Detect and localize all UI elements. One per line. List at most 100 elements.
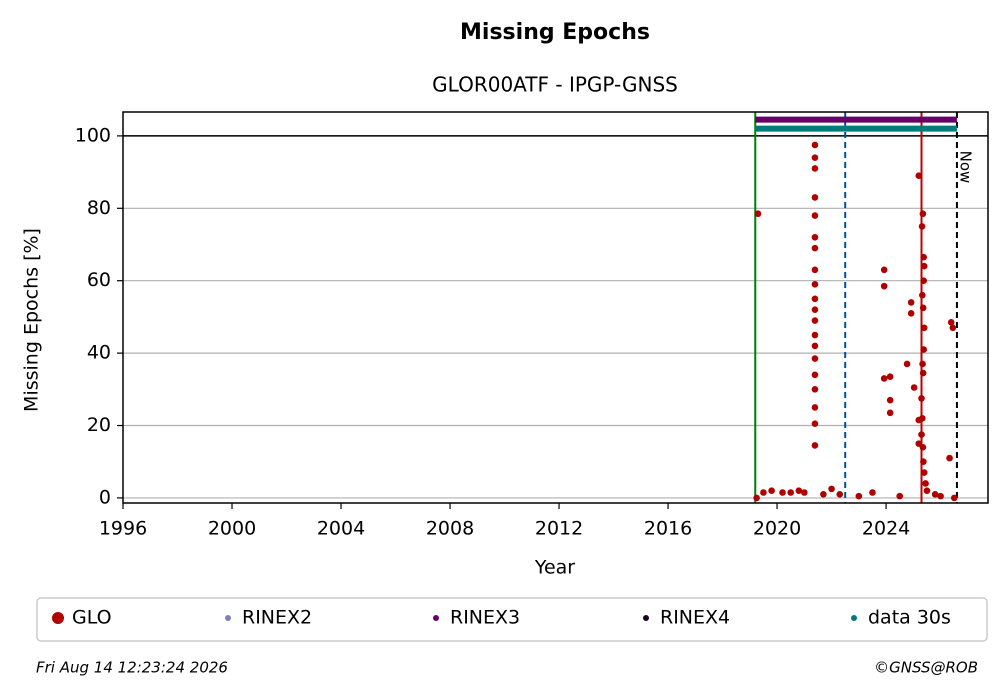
data-point [918, 431, 925, 438]
data-point [907, 299, 915, 306]
data-point [811, 212, 819, 219]
legend-marker [851, 615, 857, 621]
data-point [950, 494, 958, 502]
data-point [811, 295, 819, 303]
x-tick-label: 2008 [426, 518, 474, 540]
data-point [886, 373, 894, 380]
x-tick-label: 2024 [862, 518, 910, 540]
data-point [787, 489, 794, 496]
data-point [922, 480, 929, 487]
data-point [811, 165, 819, 172]
y-tick-label: 60 [87, 269, 111, 291]
legend-marker [643, 615, 649, 621]
data-point [811, 442, 819, 449]
data-point [919, 443, 927, 451]
data-point [947, 319, 955, 326]
data-point [880, 266, 888, 274]
data-point [869, 489, 876, 496]
x-tick-label: 2000 [208, 518, 256, 540]
data-point [820, 491, 827, 498]
data-point [903, 360, 911, 368]
data-point [880, 282, 888, 290]
data-point [811, 306, 819, 313]
data-point [931, 491, 939, 498]
data-point [836, 491, 844, 498]
data-point [795, 487, 803, 494]
data-point [811, 281, 819, 288]
x-tick-label: 2012 [535, 518, 583, 540]
data-point [811, 420, 819, 428]
y-axis-label: Missing Epochs [%] [21, 228, 43, 412]
data-point [919, 414, 926, 422]
data-point [811, 233, 819, 241]
legend-box [36, 597, 988, 642]
legend-label: data 30s [868, 607, 951, 629]
data-point [907, 309, 915, 317]
data-point [811, 154, 819, 161]
data-point [811, 404, 819, 411]
footer-date: Fri Aug 14 12:23:24 2026 [36, 659, 228, 677]
data-point [811, 266, 819, 274]
data-point [918, 395, 925, 402]
data-point [915, 172, 923, 180]
y-tick-label: 0 [99, 486, 111, 508]
data-point [937, 492, 944, 500]
data-point [910, 384, 918, 391]
data-point [920, 277, 927, 285]
data-point [919, 304, 927, 312]
data-point [811, 371, 819, 379]
data-point [811, 386, 819, 393]
y-tick-label: 20 [87, 414, 111, 436]
data-point [896, 492, 904, 500]
footer-credit: ©GNSS@ROB [874, 659, 978, 677]
y-tick-label: 100 [75, 124, 111, 146]
legend-label: RINEX2 [242, 607, 312, 629]
data-point [801, 489, 808, 496]
legend-label: RINEX4 [660, 607, 730, 629]
data-point [919, 291, 926, 299]
data-point [886, 396, 894, 404]
plot-frame [122, 111, 989, 504]
data-point [779, 489, 786, 496]
data-point [919, 369, 927, 377]
data-point [923, 487, 931, 494]
data-point [811, 342, 819, 350]
data-point [855, 492, 863, 500]
data-point [811, 141, 819, 149]
data-point [920, 346, 927, 353]
data-point [811, 331, 819, 339]
data-point [811, 355, 819, 362]
chart-title: Missing Epochs [460, 20, 650, 45]
data-point [811, 194, 819, 201]
data-point [920, 262, 928, 270]
legend-marker [433, 615, 439, 621]
x-tick-label: 1996 [99, 518, 147, 540]
event-label: Now [956, 151, 974, 184]
data-point [949, 324, 957, 332]
data-point [919, 210, 927, 218]
data-point [918, 223, 926, 230]
data-point [880, 375, 888, 382]
data-point [753, 494, 760, 502]
x-tick-label: 2016 [644, 518, 692, 540]
y-tick-label: 80 [87, 197, 111, 219]
data-point [886, 409, 894, 417]
legend-label: GLO [72, 607, 112, 629]
data-point [760, 489, 767, 496]
data-point [828, 485, 835, 493]
data-point [919, 360, 926, 368]
x-tick-label: 2020 [753, 518, 801, 540]
data-point [920, 458, 927, 466]
data-point [754, 210, 762, 218]
legend-marker [225, 615, 231, 621]
legend-label: RINEX3 [450, 607, 520, 629]
data-point [811, 244, 819, 252]
y-tick-label: 40 [87, 342, 111, 364]
data-point [920, 253, 927, 261]
chart-subtitle: GLOR00ATF - IPGP-GNSS [432, 73, 678, 97]
legend-marker [52, 612, 64, 624]
data-point [920, 469, 928, 476]
data-point [811, 317, 819, 324]
data-point [920, 324, 928, 332]
